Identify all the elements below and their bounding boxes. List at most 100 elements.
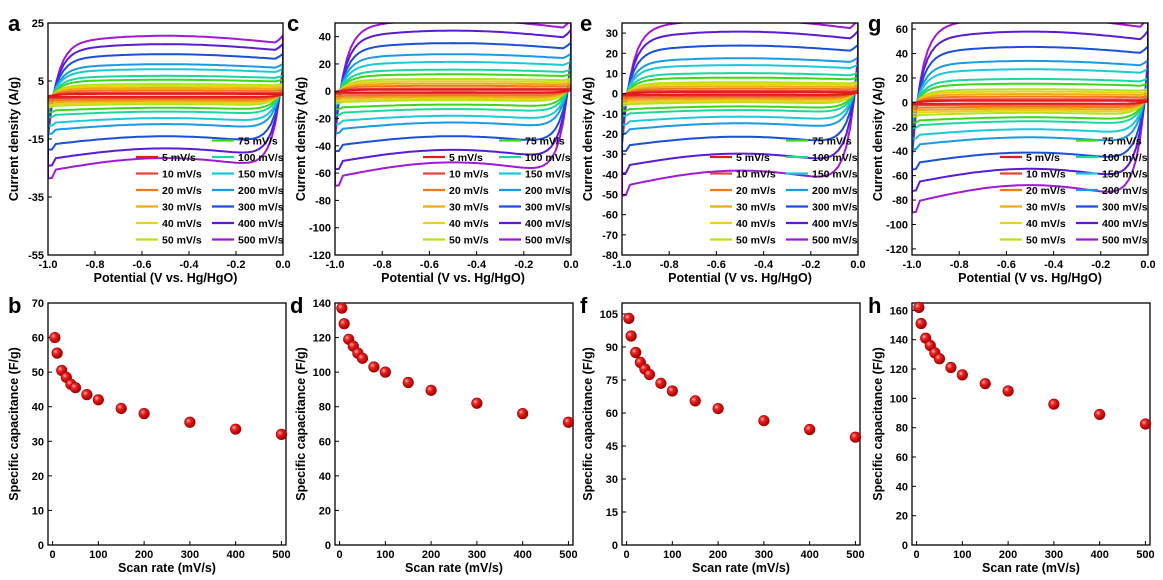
scatter-panel-f: f 0 100 200 300 400 500 0 15 30 45 60 75 90 105 Scan ra…	[580, 293, 865, 575]
cv-series-5-mV-s	[335, 88, 571, 94]
legend-label: 75 mV/s	[1102, 136, 1142, 148]
cv-series-500-mV-s	[335, 23, 571, 187]
data-point	[915, 317, 927, 330]
y-tick-label: -120	[309, 250, 331, 262]
cv-series-150-mV-s	[335, 60, 571, 126]
cv-series-200-mV-s	[335, 52, 571, 135]
cv-panel-e: e -1.0 -0.8 -0.6 -0.4 -0.2 0.0 30 20 10 0 -10 -20 -30…	[580, 11, 866, 285]
y-tick-label: 60	[319, 436, 331, 448]
y-tick-label: 75	[606, 375, 618, 387]
y-tick-label: 20	[606, 48, 618, 60]
x-tick-label: 400	[513, 549, 531, 561]
cv-series-100-mV-s	[622, 71, 858, 117]
plot-frame	[621, 22, 859, 256]
cv-series-75-mV-s	[335, 72, 571, 111]
x-axis-title: Potential (V vs. Hg/HgO)	[958, 271, 1102, 285]
data-point	[402, 376, 414, 389]
x-tick-label: 300	[468, 549, 486, 561]
legend-label: 500 mV/s	[1102, 235, 1148, 247]
y-axis-title: Specific capacitance (F/g)	[7, 347, 21, 501]
x-tick-label: 0	[337, 549, 343, 561]
x-axis-title: Scan rate (mV/s)	[405, 561, 503, 575]
y-axis-title: Current density (A/g)	[871, 77, 885, 201]
legend-label: 400 mV/s	[238, 218, 284, 230]
data-point	[184, 416, 196, 428]
legend-label: 10 mV/s	[162, 169, 202, 181]
panel-letter-h: h	[868, 293, 881, 318]
x-tick-label: -0.2	[801, 259, 820, 271]
data-point	[689, 395, 701, 407]
y-tick-label: -80	[602, 250, 618, 262]
cv-series-500-mV-s	[622, 23, 858, 197]
y-tick-label: -20	[602, 129, 618, 141]
x-tick-label: -0.8	[950, 259, 969, 271]
y-tick-label: 0	[612, 89, 618, 101]
y-tick-label: 20	[32, 471, 44, 483]
y-tick-label: 0	[902, 540, 908, 552]
cv-panel-a: a -1.0 -0.8 -0.6 -0.4 -0.2 0.0 25 5 -15 -35 -55 Pote…	[7, 11, 291, 285]
y-tick-label: 60	[606, 408, 618, 420]
data-point	[338, 318, 350, 330]
x-tick-label: 0.0	[275, 259, 290, 271]
x-tick-label: -0.8	[373, 259, 392, 271]
legend-label: 300 mV/s	[1102, 202, 1148, 214]
data-point	[92, 394, 104, 406]
y-tick-label: 140	[313, 298, 331, 310]
plot-frame	[47, 302, 287, 546]
legend-label: 100 mV/s	[812, 152, 858, 164]
legend-label: 30 mV/s	[449, 202, 489, 214]
legend-label: 5 mV/s	[1026, 152, 1060, 164]
legend-label: 40 mV/s	[449, 218, 489, 230]
legend-label: 30 mV/s	[736, 202, 776, 214]
cv-series-300-mV-s	[622, 43, 858, 153]
cv-series-20-mV-s	[912, 95, 1148, 110]
y-tick-label: 50	[32, 367, 44, 379]
data-point	[49, 331, 61, 344]
data-point	[979, 378, 991, 390]
x-tick-label: 0.0	[563, 259, 578, 271]
legend: 75 mV/s 5 mV/s 10 mV/s 20 mV/s 30 mV/s 40 mV/…	[1000, 136, 1148, 247]
x-tick-label: -0.8	[86, 259, 105, 271]
x-tick-label: 300	[1045, 549, 1063, 561]
y-tick-label: -20	[315, 114, 331, 126]
y-tick-label: 120	[890, 364, 908, 376]
cv-series-40-mV-s	[48, 84, 283, 107]
cv-series-50-mV-s	[48, 82, 283, 109]
x-tick-label: 500	[559, 549, 577, 561]
data-point	[804, 423, 816, 436]
y-tick-label: 60	[896, 24, 908, 36]
legend-label: 20 mV/s	[162, 185, 202, 197]
legend-label: 150 mV/s	[525, 169, 571, 181]
legend-label: 300 mV/s	[525, 202, 571, 214]
cv-series-200-mV-s	[48, 62, 283, 135]
legend-label: 5 mV/s	[449, 152, 483, 164]
legend-label: 200 mV/s	[525, 185, 571, 197]
x-axis-title: Potential (V vs. Hg/HgO)	[94, 271, 238, 285]
cv-series-20-mV-s	[622, 87, 858, 100]
panel-letter-g: g	[868, 11, 881, 36]
legend-label: 200 mV/s	[1102, 185, 1148, 197]
scatter-panel-h: h 0 100 200 300 400 500 0 20 40 60 80 100 120 140 160 Sc…	[868, 293, 1155, 575]
data-point	[81, 389, 93, 401]
cv-curves	[48, 34, 283, 180]
x-tick-label: 0	[624, 549, 630, 561]
legend-label: 150 mV/s	[1102, 169, 1148, 181]
cv-series-150-mV-s	[48, 67, 283, 127]
panel-letter-f: f	[580, 293, 588, 318]
legend-label: 75 mV/s	[238, 136, 278, 148]
legend-label: 50 mV/s	[1026, 235, 1066, 247]
x-tick-label: -0.6	[420, 259, 439, 271]
x-tick-label: 200	[135, 549, 153, 561]
x-tick-label: 300	[755, 549, 773, 561]
x-tick-label: -0.4	[180, 259, 200, 271]
cv-series-30-mV-s	[335, 82, 571, 100]
cv-series-150-mV-s	[622, 63, 858, 126]
y-tick-label: -30	[602, 149, 618, 161]
x-tick-label: -0.6	[133, 259, 152, 271]
y-tick-label: 0	[325, 540, 331, 552]
y-tick-label: 100	[313, 367, 331, 379]
legend-label: 400 mV/s	[1102, 218, 1148, 230]
x-tick-label: -0.2	[1091, 259, 1110, 271]
y-tick-label: 80	[319, 402, 331, 414]
